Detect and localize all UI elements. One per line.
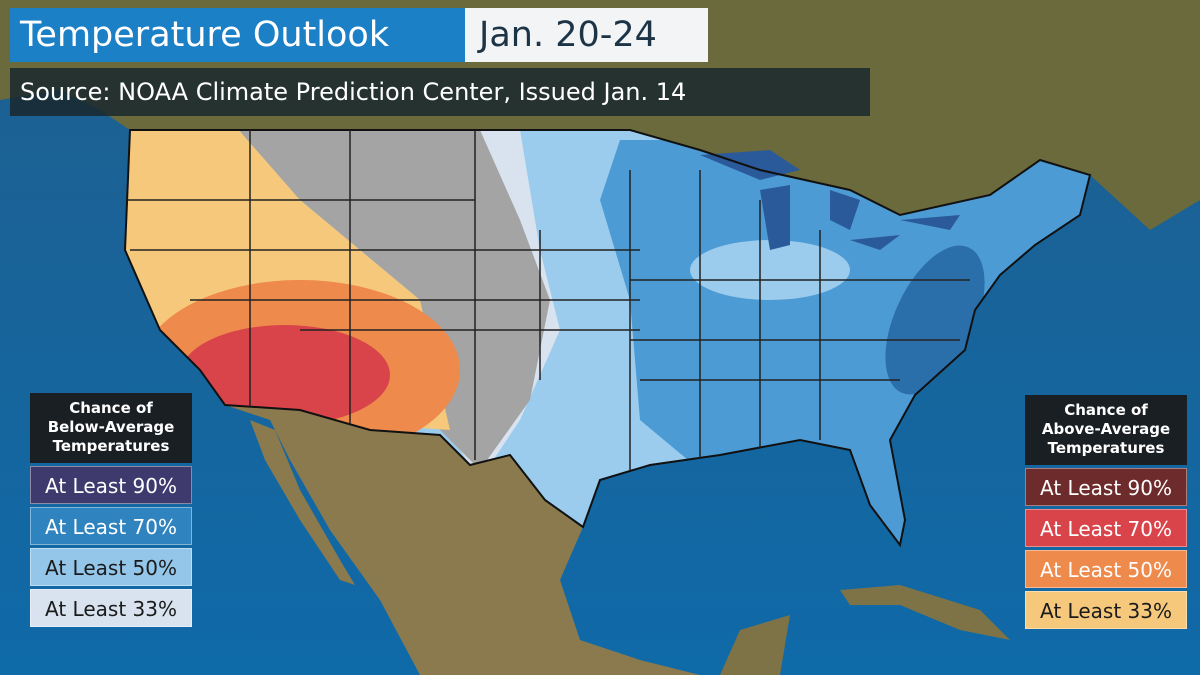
date-range: Jan. 20-24 — [465, 8, 708, 62]
legend-above: Chance of Above-Average Temperatures At Lea… — [1025, 395, 1187, 632]
legend-below: Chance of Below-Average Temperatures At Lea… — [30, 393, 192, 630]
zone-normal — [230, 130, 550, 470]
title: Temperature Outlook — [10, 8, 465, 62]
source: Source: NOAA Climate Prediction Center, … — [10, 68, 870, 116]
legend-item: At Least 90% — [30, 466, 192, 504]
cuba — [840, 585, 1010, 640]
baja — [250, 420, 355, 585]
legend-item: At Least 50% — [1025, 550, 1187, 588]
mexico — [225, 405, 700, 675]
legend-title: Chance of Above-Average Temperatures — [1025, 395, 1187, 465]
legend-title-line: Chance of — [69, 399, 153, 417]
us-outline — [123, 129, 1092, 548]
state-lines — [125, 130, 970, 470]
zone-70-above — [180, 325, 390, 425]
legend-title-line: Below-Average — [47, 418, 175, 436]
yucatan — [720, 615, 790, 675]
legend-title-line: Above-Average — [1041, 420, 1171, 438]
legend-item: At Least 33% — [30, 589, 192, 627]
legend-item: At Least 70% — [30, 507, 192, 545]
legend-item: At Least 70% — [1025, 509, 1187, 547]
great-lakes — [700, 150, 960, 250]
legend-item: At Least 33% — [1025, 591, 1187, 629]
legend-item: At Least 90% — [1025, 468, 1187, 506]
zone-50-below-ohio — [690, 240, 850, 300]
legend-title-line: Temperatures — [1047, 439, 1165, 457]
legend-title: Chance of Below-Average Temperatures — [30, 393, 192, 463]
legend-title-line: Chance of — [1064, 401, 1148, 419]
legend-item: At Least 50% — [30, 548, 192, 586]
legend-title-line: Temperatures — [52, 437, 170, 455]
